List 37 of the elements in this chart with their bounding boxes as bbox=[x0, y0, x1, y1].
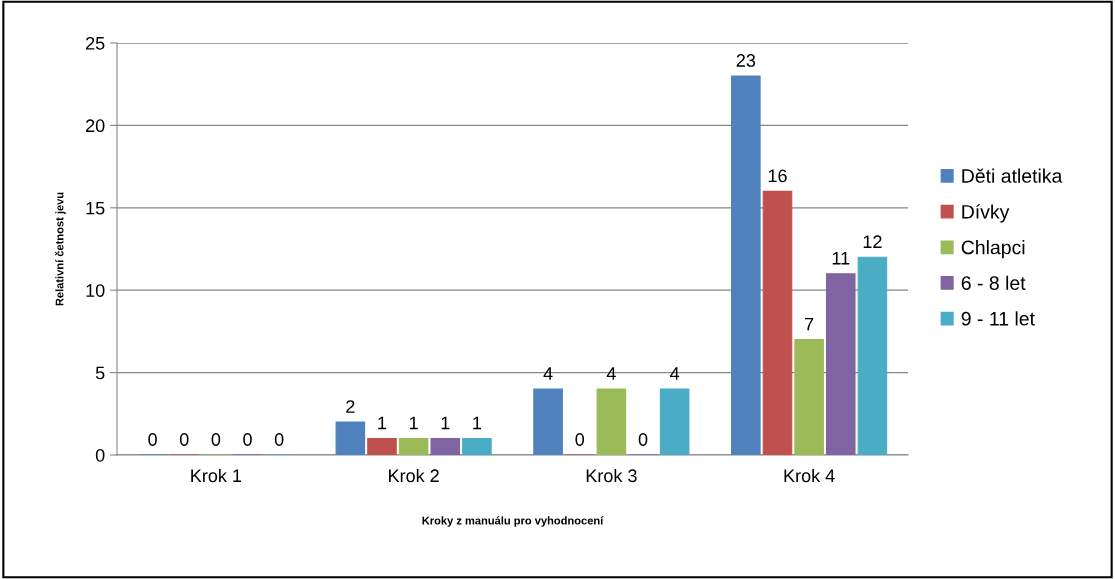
data-label: 7 bbox=[805, 317, 814, 331]
legend-label: Chlapci bbox=[961, 240, 1025, 259]
legend-label: Dívky bbox=[962, 204, 1010, 223]
data-label: 4 bbox=[543, 367, 553, 380]
legend-label: 9 - 11 let bbox=[961, 311, 1035, 326]
x-tick-label: Krok 4 bbox=[784, 468, 835, 483]
data-label: 0 bbox=[148, 433, 157, 446]
data-label: 0 bbox=[243, 433, 252, 446]
data-label: 0 bbox=[638, 433, 648, 446]
data-label: 0 bbox=[211, 433, 221, 446]
y-tick-label: 10 bbox=[86, 284, 105, 297]
y-axis-title: Relativní četnost jevu bbox=[55, 192, 66, 306]
y-tick-label: 15 bbox=[86, 201, 105, 215]
data-label: 1 bbox=[378, 416, 387, 430]
legend-label: 6 - 8 let bbox=[961, 275, 1026, 290]
data-label: 1 bbox=[409, 416, 418, 430]
data-label: 4 bbox=[606, 367, 616, 380]
y-tick-label: 0 bbox=[95, 448, 105, 462]
data-label: 0 bbox=[575, 433, 585, 446]
data-label: 12 bbox=[863, 235, 882, 248]
x-tick-label: Krok 1 bbox=[191, 468, 242, 483]
y-tick-label: 5 bbox=[95, 366, 105, 380]
legend-label: Děti atletika bbox=[962, 168, 1063, 183]
y-tick-label: 25 bbox=[86, 36, 105, 50]
data-label: 1 bbox=[441, 416, 450, 430]
data-label: 0 bbox=[179, 433, 189, 446]
data-label: 1 bbox=[473, 416, 482, 430]
x-tick-label: Krok 3 bbox=[586, 468, 637, 483]
data-label: 23 bbox=[736, 54, 756, 67]
data-label: 4 bbox=[670, 367, 680, 380]
y-tick-label: 20 bbox=[86, 119, 105, 133]
x-tick-label: Krok 2 bbox=[389, 468, 439, 483]
data-label: 11 bbox=[832, 252, 850, 265]
data-label: 2 bbox=[346, 400, 355, 413]
data-label: 16 bbox=[768, 169, 787, 183]
data-label: 0 bbox=[274, 433, 284, 446]
x-axis-title: Kroky z manuálu pro vyhodnocení bbox=[422, 516, 604, 527]
